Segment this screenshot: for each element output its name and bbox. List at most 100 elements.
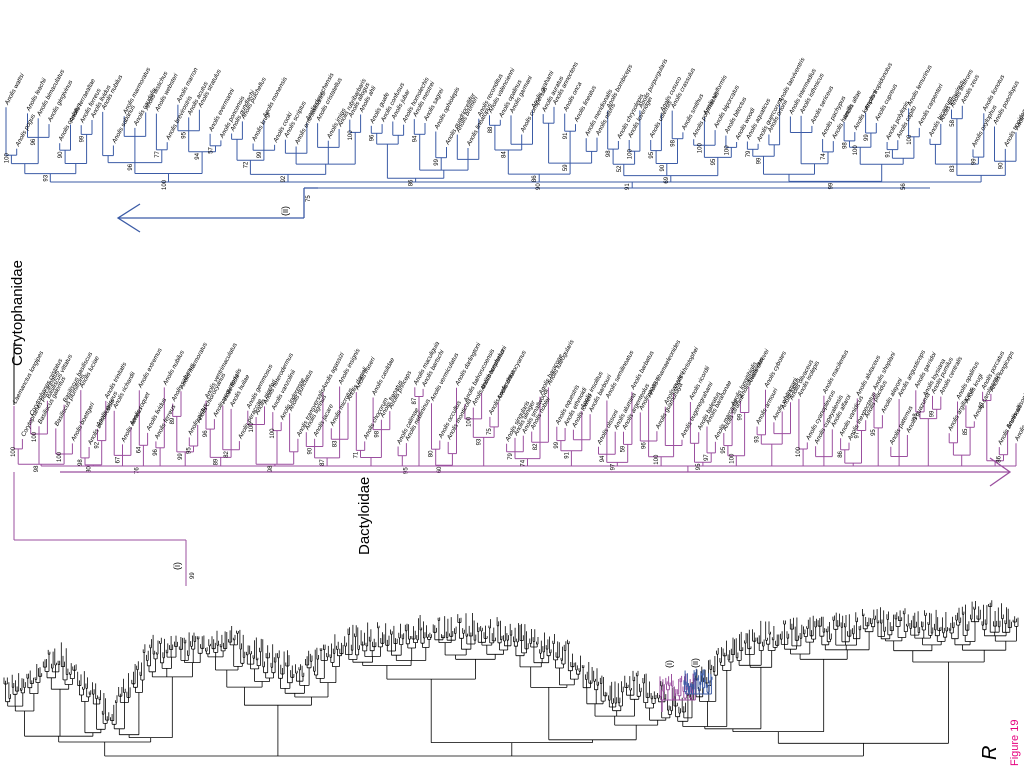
support-value: 91 (885, 150, 891, 157)
support-value: 100 (348, 130, 354, 141)
support-value: 67 (116, 456, 122, 463)
support-value: 92 (95, 441, 101, 448)
blue-truncation-arrow (116, 187, 318, 233)
support-value: 86 (838, 450, 844, 457)
support-value: 100 (697, 143, 703, 154)
support-value: 91 (564, 451, 570, 458)
support-value: 80 (429, 450, 435, 457)
support-value: 100 (249, 422, 255, 433)
support-value: 82 (533, 443, 539, 450)
support-value: 99 (930, 410, 936, 417)
support-value: 91 (625, 183, 631, 190)
support-value: 100 (724, 145, 730, 156)
support-value: 96 (642, 442, 648, 449)
support-value: 95 (696, 463, 702, 470)
family-corytophanidae: Corytophanidae (9, 260, 26, 366)
support-value: 95 (404, 467, 410, 474)
taxon-label: Anolis extremus (136, 347, 163, 390)
support-value: 100 (628, 149, 634, 160)
support-value: 99 (554, 441, 560, 448)
taxon-label: Anolis princeps (387, 370, 413, 411)
support-value: 52 (617, 165, 623, 172)
support-value: 69 (664, 176, 670, 183)
purple-clade-tree (13, 386, 1017, 566)
support-value: 98 (78, 459, 84, 466)
support-value: 88 (488, 126, 494, 133)
support-value: 98 (606, 150, 612, 157)
support-value: 100 (796, 446, 802, 457)
support-value: 100 (270, 428, 276, 439)
support-value: 94 (600, 455, 606, 462)
overview-marker-ii: (ii) (690, 658, 700, 668)
support-value: 98 (843, 142, 849, 149)
support-value: 59 (563, 164, 569, 171)
support-value: 95 (182, 131, 188, 138)
support-value: 100 (654, 454, 660, 465)
overview-marker-i: (i) (664, 660, 674, 668)
support-value: 99 (864, 134, 870, 141)
support-value: 99 (738, 413, 744, 420)
support-value: 97 (855, 431, 861, 438)
support-value: 100 (466, 416, 472, 427)
support-value: 100 (907, 134, 913, 145)
support-value: 96 (153, 448, 159, 455)
support-value: 83 (333, 440, 339, 447)
support-value: 86 (532, 175, 538, 182)
figure-label: Figure 19 (1009, 720, 1021, 766)
support-value: 87 (320, 459, 326, 466)
support-value: 100 (32, 431, 38, 442)
support-value: 96 (128, 163, 134, 170)
taxon-label: Anolis tropidonotus (863, 62, 894, 113)
support-value: 98 (34, 465, 40, 472)
support-value: 76 (134, 467, 140, 474)
support-value: 90 (660, 164, 666, 171)
support-value: 75 (487, 428, 493, 435)
support-value: 98 (268, 465, 274, 472)
support-value: 74 (521, 459, 527, 466)
support-value: 95 (711, 158, 717, 165)
support-value: 95 (187, 447, 193, 454)
support-value: 97 (704, 454, 710, 461)
support-value: 98 (374, 430, 380, 437)
support-value: 99 (257, 151, 263, 158)
support-value: 85 (963, 428, 969, 435)
taxon-label: Anolis wattsi (3, 72, 26, 107)
support-value: 58 (950, 119, 956, 126)
tree-letter: R (979, 746, 1001, 760)
support-value: 72 (243, 161, 249, 168)
support-value: 99 (80, 135, 86, 142)
support-value: 86 (997, 455, 1003, 462)
blue-clade-tree (5, 104, 1017, 189)
support-value: 100 (11, 446, 17, 457)
support-value: 96 (203, 430, 209, 437)
support-value: 90 (998, 162, 1004, 169)
support-value: 98 (913, 413, 919, 420)
family-dactyloidae: Dactyloidae (356, 477, 373, 555)
marker-i-middle: (i) (172, 562, 182, 570)
support-value: 99 (757, 157, 763, 164)
support-value: 93 (477, 438, 483, 445)
support-value: 98 (671, 139, 677, 146)
support-value: 59 (621, 445, 627, 452)
support-value: 100 (162, 179, 168, 190)
support-value: 96 (370, 134, 376, 141)
support-value: 86 (409, 179, 415, 186)
support-value: 92 (281, 175, 287, 182)
support-value: 93 (754, 435, 760, 442)
support-value: 80 (86, 466, 92, 473)
support-value: 97 (610, 463, 616, 470)
support-value: 100 (4, 153, 10, 164)
support-value: 89 (214, 458, 220, 465)
support-value: 94 (195, 152, 201, 159)
support-value: 71 (354, 451, 360, 458)
taxon-label: Anolis ventrimaculatus (203, 342, 239, 401)
support-value: 95 (721, 446, 727, 453)
support-value: 79 (746, 150, 752, 157)
support-value: 74 (821, 153, 827, 160)
purple-clade-support-values: 100 100 100 98 92 67 64 96 89 95 96 82 100 100 90 83 71 9… (11, 397, 1002, 474)
support-value: 77 (155, 150, 161, 157)
taxon-label: Anolis macilentus (821, 349, 850, 396)
support-value: 95 (649, 151, 655, 158)
support-value: 64 (136, 446, 142, 453)
